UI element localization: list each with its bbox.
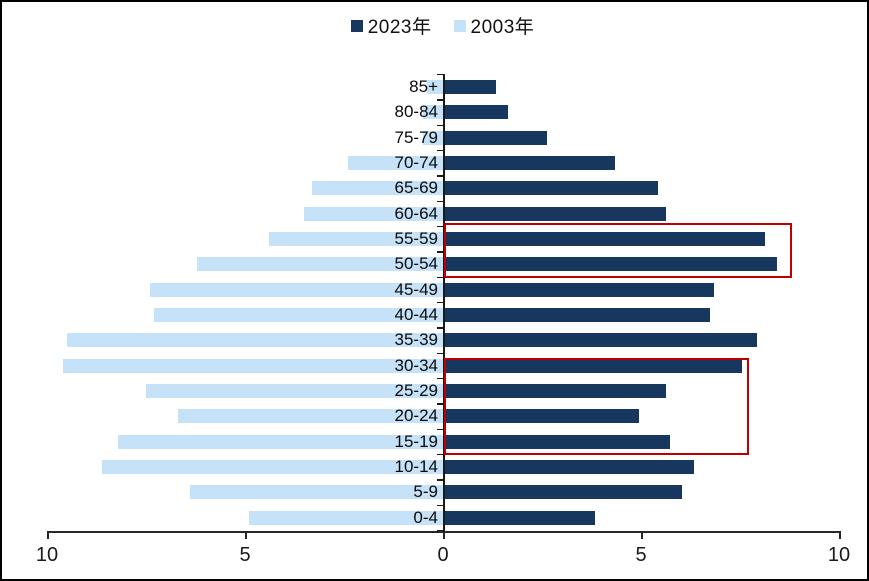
bar-2023-65-69: [444, 181, 659, 196]
category-label-50-54: 50-54: [394, 254, 438, 274]
highlight-rect-2: [444, 357, 749, 455]
y-axis-tick: [437, 377, 443, 380]
x-axis-tick-label: 10: [827, 544, 851, 566]
category-label-10-14: 10-14: [394, 456, 438, 476]
category-label-35-39: 35-39: [394, 330, 438, 350]
x-axis-tick: [245, 531, 247, 539]
bar-2003-75-79: [423, 130, 443, 145]
legend-swatch-2003-icon: [453, 19, 466, 32]
bar-2003-80-84: [423, 105, 443, 120]
bar-2023-55-59: [444, 231, 766, 246]
category-label-85+: 85+: [409, 77, 438, 96]
bar-2023-85+: [444, 80, 496, 94]
y-axis-tick: [437, 149, 443, 152]
category-label-20-24: 20-24: [394, 406, 438, 426]
bar-2003-35-39: [66, 333, 443, 348]
y-axis-tick: [437, 453, 443, 456]
bar-2003-40-44: [153, 307, 443, 322]
bar-2023-80-84: [444, 105, 508, 120]
bar-2023-20-24: [444, 409, 639, 424]
y-axis-tick: [437, 251, 443, 253]
legend-item-2003: 2003年: [453, 12, 535, 39]
y-axis-tick: [437, 124, 443, 126]
x-axis-tick: [443, 531, 445, 539]
bar-2023-50-54: [444, 257, 778, 272]
x-axis-tick: [47, 531, 49, 539]
y-axis-tick: [437, 200, 443, 202]
bar-2003-45-49: [149, 282, 443, 297]
bar-2023-5-9: [444, 485, 683, 500]
category-label-30-34: 30-34: [394, 355, 438, 375]
category-label-15-19: 15-19: [394, 431, 438, 451]
y-axis-tick: [437, 479, 443, 481]
category-label-55-59: 55-59: [394, 228, 438, 248]
category-label-75-79: 75-79: [394, 127, 438, 147]
bar-2003-70-74: [347, 155, 443, 170]
category-label-25-29: 25-29: [394, 380, 438, 400]
bar-2003-25-29: [146, 383, 443, 398]
category-label-80-84: 80-84: [394, 102, 438, 122]
x-axis-tick-label: 5: [635, 544, 647, 566]
legend-item-2023: 2023年: [350, 12, 432, 39]
legend-swatch-2023-icon: [350, 19, 363, 32]
y-axis-tick: [437, 175, 443, 177]
category-label-0-4: 0-4: [413, 507, 438, 527]
category-label-70-74: 70-74: [394, 152, 438, 172]
bar-2023-60-64: [444, 206, 667, 221]
bar-2003-50-54: [197, 257, 443, 272]
bar-2003-55-59: [268, 231, 443, 246]
chart-legend: 2023年 2003年: [10, 12, 867, 39]
x-axis-tick: [641, 531, 643, 539]
y-axis-tick: [437, 403, 443, 405]
bar-2023-70-74: [444, 155, 615, 170]
y-axis-tick: [437, 225, 443, 228]
bar-2003-30-34: [62, 358, 443, 373]
y-axis-line: [443, 74, 445, 531]
y-axis-tick: [437, 276, 443, 278]
category-label-65-69: 65-69: [394, 178, 438, 198]
y-axis-tick: [437, 352, 443, 354]
category-label-40-44: 40-44: [394, 304, 438, 324]
y-axis-tick: [437, 504, 443, 506]
bar-2023-75-79: [444, 130, 548, 145]
bar-2003-15-19: [118, 434, 443, 449]
legend-label-2003: 2003年: [470, 17, 535, 38]
x-axis-tick-label: 0: [437, 544, 449, 566]
bar-2023-40-44: [444, 307, 710, 322]
legend-label-2023: 2023年: [367, 17, 432, 38]
bar-2003-0-4: [248, 510, 443, 525]
category-label-60-64: 60-64: [394, 203, 438, 223]
bar-2003-5-9: [189, 485, 443, 500]
bar-2023-35-39: [444, 333, 758, 348]
y-axis-tick: [437, 428, 443, 430]
y-axis-tick: [437, 99, 443, 101]
bar-2003-60-64: [304, 206, 443, 221]
category-label-45-49: 45-49: [394, 279, 438, 299]
x-axis-tick-label: 10: [35, 544, 59, 566]
y-axis-tick: [437, 74, 443, 76]
x-axis-tick: [839, 531, 841, 539]
bar-2003-20-24: [177, 409, 443, 424]
y-axis-tick: [437, 301, 443, 304]
bar-2023-0-4: [444, 510, 595, 525]
category-label-5-9: 5-9: [413, 482, 438, 502]
y-axis-tick: [437, 529, 443, 532]
bar-2003-10-14: [102, 459, 443, 474]
bar-2003-85+: [427, 80, 443, 94]
bar-2003-65-69: [312, 181, 443, 196]
highlight-rect-1: [444, 222, 793, 278]
bar-2023-25-29: [444, 383, 667, 398]
bar-2023-45-49: [444, 282, 714, 297]
bar-2023-15-19: [444, 434, 671, 449]
bar-2023-10-14: [444, 459, 694, 474]
bar-2023-30-34: [444, 358, 742, 373]
x-axis-tick-label: 5: [239, 544, 251, 566]
y-axis-tick: [437, 327, 443, 329]
